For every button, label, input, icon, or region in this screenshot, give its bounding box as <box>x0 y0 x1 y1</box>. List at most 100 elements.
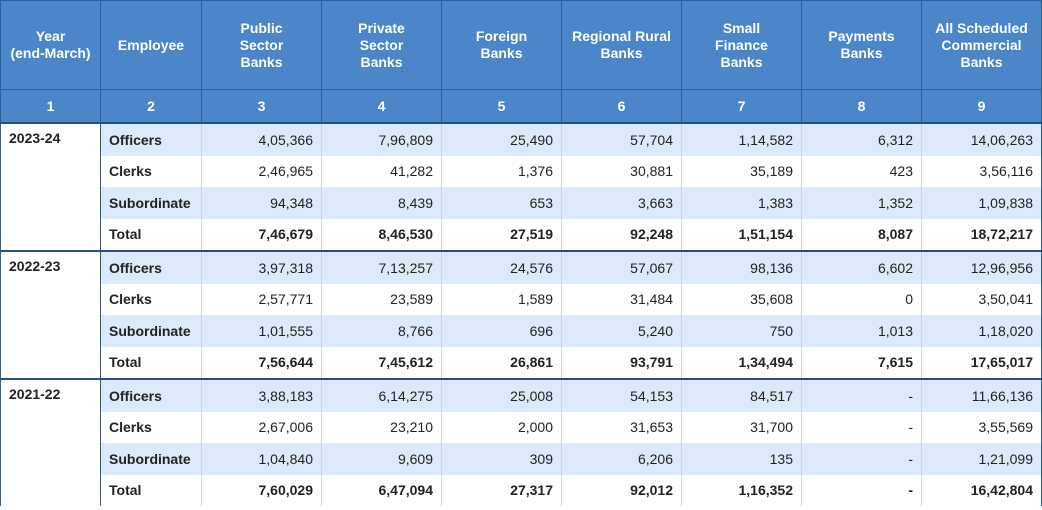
value-cell: 31,700 <box>681 411 802 443</box>
value-cell: 8,766 <box>321 315 442 347</box>
value-cell: 14,06,263 <box>921 123 1042 156</box>
employee-category-cell: Clerks <box>100 155 202 187</box>
value-cell: 6,602 <box>801 250 922 284</box>
employee-category-cell: Officers <box>100 123 202 156</box>
employee-category-cell: Officers <box>100 378 202 412</box>
value-cell: 1,51,154 <box>681 218 802 251</box>
value-cell: 7,45,612 <box>321 346 442 379</box>
employee-category-cell: Subordinate <box>100 315 202 347</box>
value-cell: 8,087 <box>801 218 922 251</box>
value-cell: 1,013 <box>801 315 922 347</box>
value-cell: 8,439 <box>321 187 442 219</box>
table-row-total: Total 7,60,029 6,47,094 27,317 92,012 1,16,35… <box>1 474 1042 506</box>
column-number: 8 <box>801 89 922 124</box>
value-cell: 1,376 <box>441 155 562 187</box>
column-number-row: 1 2 3 4 5 6 7 8 9 <box>0 89 1042 124</box>
value-cell: 84,517 <box>681 378 802 412</box>
year-cell: 2023-24 <box>0 123 101 251</box>
value-cell: 3,663 <box>561 187 682 219</box>
value-cell: 57,067 <box>561 250 682 284</box>
value-cell: 16,42,804 <box>921 474 1042 506</box>
employee-category-cell: Subordinate <box>100 443 202 475</box>
value-cell: 1,16,352 <box>681 474 802 506</box>
value-cell: 24,576 <box>441 250 562 284</box>
value-cell: 7,60,029 <box>201 474 322 506</box>
value-cell: 7,96,809 <box>321 123 442 156</box>
value-cell: 27,317 <box>441 474 562 506</box>
value-cell: - <box>801 411 922 443</box>
value-cell: 1,21,099 <box>921 443 1042 475</box>
table-row: Clerks 2,46,965 41,282 1,376 30,881 35,189 423… <box>1 155 1042 187</box>
value-cell: 23,210 <box>321 411 442 443</box>
value-cell: 31,653 <box>561 411 682 443</box>
value-cell: 17,65,017 <box>921 346 1042 379</box>
value-cell: 653 <box>441 187 562 219</box>
value-cell: 41,282 <box>321 155 442 187</box>
value-cell: 2,46,965 <box>201 155 322 187</box>
value-cell: 35,608 <box>681 283 802 315</box>
value-cell: 92,012 <box>561 474 682 506</box>
value-cell: 0 <box>801 283 922 315</box>
table-row: Subordinate 1,01,555 8,766 696 5,240 750 1,013… <box>1 315 1042 347</box>
value-cell: 3,97,318 <box>201 250 322 284</box>
value-cell: 6,14,275 <box>321 378 442 412</box>
table-row: 2022-23 Officers 3,97,318 7,13,257 24,576 57,… <box>0 250 1042 379</box>
value-cell: 3,55,569 <box>921 411 1042 443</box>
value-cell: 23,589 <box>321 283 442 315</box>
value-cell: 309 <box>441 443 562 475</box>
column-header-foreign-banks: Foreign Banks <box>441 0 562 90</box>
value-cell: 25,008 <box>441 378 562 412</box>
value-cell: 2,57,771 <box>201 283 322 315</box>
value-cell: 7,13,257 <box>321 250 442 284</box>
employee-category-cell: Total <box>100 346 202 379</box>
value-cell: 25,490 <box>441 123 562 156</box>
column-header-public-sector-banks: Public Sector Banks <box>201 0 322 90</box>
year-cell: 2022-23 <box>0 250 101 379</box>
value-cell: 7,56,644 <box>201 346 322 379</box>
value-cell: 6,312 <box>801 123 922 156</box>
table-row: Clerks 2,67,006 23,210 2,000 31,653 31,700-3,… <box>1 411 1042 443</box>
employee-category-cell: Subordinate <box>100 187 202 219</box>
column-header-private-sector-banks: Private Sector Banks <box>321 0 442 90</box>
value-cell: 94,348 <box>201 187 322 219</box>
value-cell: 1,18,020 <box>921 315 1042 347</box>
value-cell: 6,47,094 <box>321 474 442 506</box>
table-row-total: Total 7,56,644 7,45,612 26,861 93,791 1,34,49… <box>1 346 1042 379</box>
value-cell: 93,791 <box>561 346 682 379</box>
table-body: 2023-24 Officers 4,05,366 7,96,809 25,490 57,… <box>0 123 1042 506</box>
employee-category-cell: Clerks <box>100 283 202 315</box>
value-cell: 1,34,494 <box>681 346 802 379</box>
column-header-employee: Employee <box>100 0 202 90</box>
value-cell: 27,519 <box>441 218 562 251</box>
column-number: 9 <box>921 89 1042 124</box>
column-number: 6 <box>561 89 682 124</box>
value-cell: 4,05,366 <box>201 123 322 156</box>
value-cell: 57,704 <box>561 123 682 156</box>
value-cell: 11,66,136 <box>921 378 1042 412</box>
column-number: 2 <box>100 89 202 124</box>
value-cell: 135 <box>681 443 802 475</box>
value-cell: 1,04,840 <box>201 443 322 475</box>
column-header-year: Year (end-March) <box>0 0 101 90</box>
header-row: Year (end-March) Employee Public Sector … <box>0 0 1042 90</box>
value-cell: - <box>801 474 922 506</box>
value-cell: - <box>801 443 922 475</box>
value-cell: 92,248 <box>561 218 682 251</box>
column-number: 3 <box>201 89 322 124</box>
value-cell: 1,352 <box>801 187 922 219</box>
value-cell: 1,383 <box>681 187 802 219</box>
value-cell: 9,609 <box>321 443 442 475</box>
value-cell: 35,189 <box>681 155 802 187</box>
year-cell: 2021-22 <box>0 378 101 506</box>
column-number: 7 <box>681 89 802 124</box>
value-cell: 5,240 <box>561 315 682 347</box>
value-cell: 7,615 <box>801 346 922 379</box>
value-cell: 31,484 <box>561 283 682 315</box>
value-cell: 8,46,530 <box>321 218 442 251</box>
table-row: 2021-22 Officers 3,88,183 6,14,275 25,008 54,… <box>0 378 1042 506</box>
value-cell: 423 <box>801 155 922 187</box>
value-cell: 1,589 <box>441 283 562 315</box>
value-cell: 26,861 <box>441 346 562 379</box>
value-cell: 1,01,555 <box>201 315 322 347</box>
